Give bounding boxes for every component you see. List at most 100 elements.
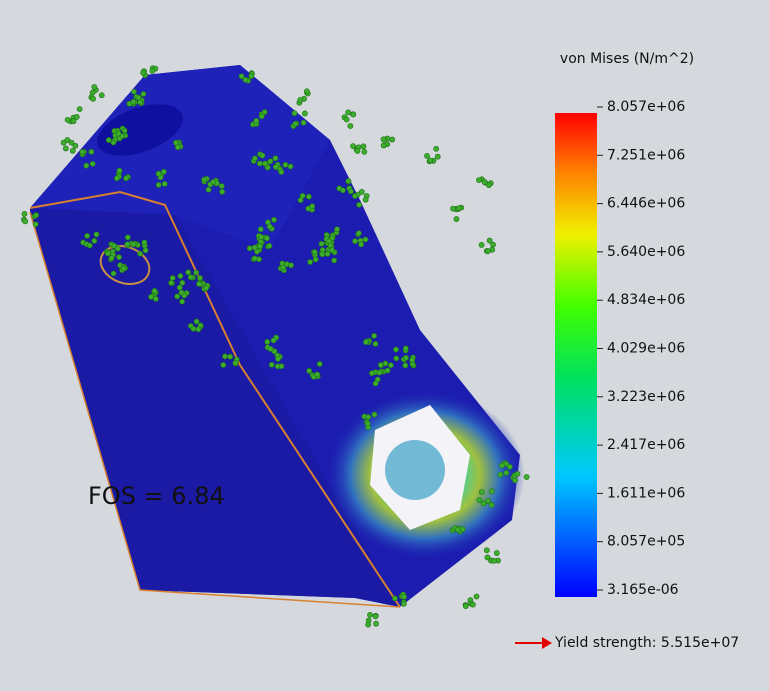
legend-label: 1.611e+06 xyxy=(607,485,685,501)
fixture-dot xyxy=(179,290,184,295)
part-model xyxy=(21,65,529,627)
fixture-dot xyxy=(268,346,273,351)
fixture-dot xyxy=(89,149,94,154)
fixture-dot xyxy=(194,270,199,275)
yield-arrow-head xyxy=(542,637,552,649)
fixture-dot xyxy=(268,159,273,164)
fixture-dot xyxy=(204,285,209,290)
fixture-dot xyxy=(372,412,377,417)
fixture-dot xyxy=(363,339,368,344)
fixture-dot xyxy=(359,242,364,247)
fixture-dot xyxy=(434,146,439,151)
fixture-dot xyxy=(233,360,238,365)
fixture-dot xyxy=(373,381,378,386)
fixture-dot xyxy=(115,246,120,251)
fixture-dot xyxy=(169,280,174,285)
fixture-dot xyxy=(394,356,399,361)
fixture-dot xyxy=(361,144,366,149)
fixture-dot xyxy=(99,93,104,98)
fixture-dot xyxy=(161,169,166,174)
fixture-dot xyxy=(85,233,90,238)
fixture-dot xyxy=(377,370,382,375)
fixture-dot xyxy=(257,161,262,166)
fixture-dot xyxy=(267,224,272,229)
fixture-dot xyxy=(356,202,361,207)
fixture-dot xyxy=(454,216,459,221)
fixture-dot xyxy=(352,193,357,198)
fixture-dot xyxy=(435,154,440,159)
fixture-dot xyxy=(148,294,153,299)
fixture-dot xyxy=(116,131,121,136)
fixture-dot xyxy=(80,149,85,154)
fixture-dot xyxy=(301,120,306,125)
fixture-dot xyxy=(366,414,371,419)
fixture-dot xyxy=(450,206,455,211)
fixture-dot xyxy=(196,281,201,286)
fixture-dot xyxy=(491,558,496,563)
fixture-dot xyxy=(175,294,180,299)
fixture-dot xyxy=(273,156,278,161)
fixture-dot xyxy=(372,333,377,338)
fixture-dot xyxy=(162,181,167,186)
fixture-dot xyxy=(94,232,99,237)
fixture-dot xyxy=(22,211,27,216)
fixture-dot xyxy=(73,143,78,148)
fixture-dot xyxy=(142,240,147,245)
fixture-dot xyxy=(105,251,110,256)
fixture-dot xyxy=(84,163,89,168)
fixture-dot xyxy=(317,361,322,366)
fixture-dot xyxy=(267,243,272,248)
fixture-dot xyxy=(206,187,211,192)
fixture-dot xyxy=(262,161,267,166)
fixture-dot xyxy=(262,109,267,114)
fos-label: FOS = 6.84 xyxy=(88,482,225,510)
fixture-dot xyxy=(306,194,311,199)
fixture-dot xyxy=(355,148,360,153)
fixture-dot xyxy=(479,489,484,494)
fixture-dot xyxy=(362,149,367,154)
fixture-dot xyxy=(269,362,274,367)
fixture-dot xyxy=(125,235,130,240)
fixture-dot xyxy=(247,246,252,251)
fixture-dot xyxy=(484,548,489,553)
fixture-dot xyxy=(403,363,408,368)
fixture-dot xyxy=(325,251,330,256)
fixture-dot xyxy=(70,148,75,153)
legend-label: 8.057e+06 xyxy=(607,99,685,115)
fixture-dot xyxy=(369,371,374,376)
fixture-dot xyxy=(428,158,433,163)
fixture-dot xyxy=(222,354,227,359)
fixture-dot xyxy=(288,164,293,169)
fixture-dot xyxy=(116,255,121,260)
fixture-dot xyxy=(138,251,143,256)
fixture-dot xyxy=(252,256,257,261)
fixture-dot xyxy=(334,227,339,232)
fixture-dot xyxy=(359,189,364,194)
fixture-dot xyxy=(485,555,490,560)
fixture-dot xyxy=(463,604,468,609)
fixture-dot xyxy=(306,206,311,211)
fixture-dot xyxy=(63,146,68,151)
fixture-dot xyxy=(489,489,494,494)
fixture-dot xyxy=(191,326,196,331)
fixture-dot xyxy=(131,99,136,104)
fixture-dot xyxy=(138,100,143,105)
fixture-dot xyxy=(228,354,233,359)
fixture-dot xyxy=(121,266,126,271)
fixture-dot xyxy=(329,248,334,253)
fixture-dot xyxy=(315,372,320,377)
fixture-dot xyxy=(141,70,146,75)
fixture-dot xyxy=(260,153,265,158)
fixture-dot xyxy=(298,97,303,102)
fixture-dot xyxy=(499,463,504,468)
fixture-dot xyxy=(456,206,461,211)
fixture-dot xyxy=(474,594,479,599)
fixture-dot xyxy=(131,89,136,94)
fixture-dot xyxy=(170,275,175,280)
fixture-dot xyxy=(476,178,481,183)
fixture-dot xyxy=(332,258,337,263)
fixture-dot xyxy=(485,249,490,254)
fixture-dot xyxy=(298,198,303,203)
fixture-dot xyxy=(352,239,357,244)
fixture-dot xyxy=(460,527,465,532)
